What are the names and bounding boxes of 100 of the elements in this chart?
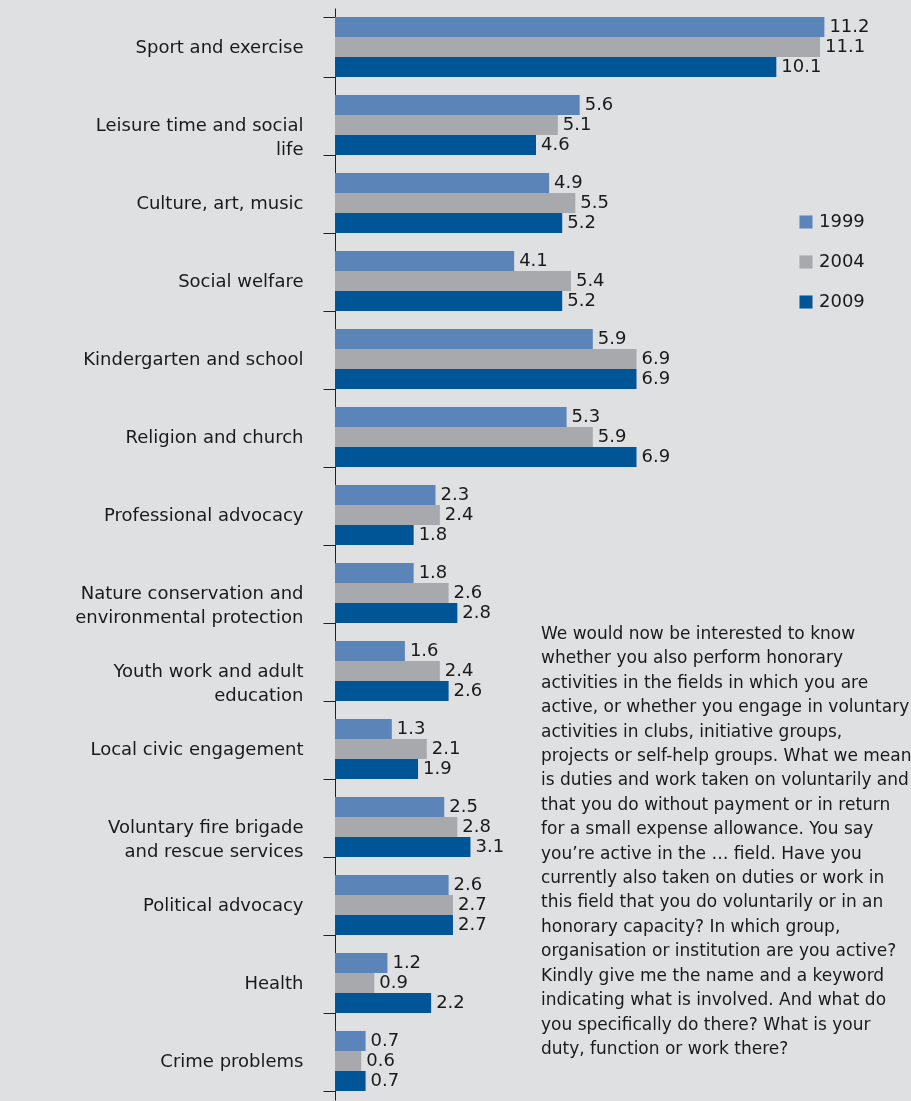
bar (335, 114, 558, 136)
data-label: 6.9 (641, 367, 671, 389)
bar (335, 660, 440, 682)
data-label: 1.6 (409, 638, 439, 660)
bar (335, 952, 388, 973)
bar (335, 525, 414, 546)
legend-label: 2009 (819, 290, 865, 311)
bar (335, 1071, 366, 1092)
bar (335, 738, 427, 760)
y-tick-label: Health (244, 971, 304, 993)
data-label: 2.7 (457, 913, 487, 935)
y-tick-label: Sport and exercise (135, 35, 304, 57)
data-label: 1.8 (418, 523, 448, 545)
data-label: 2.4 (444, 659, 474, 680)
bar (335, 369, 637, 390)
y-tick-label: Professional advocacy (104, 503, 304, 525)
bar (335, 837, 471, 858)
y-tick-label: Leisure time and social life (95, 113, 304, 159)
bar (335, 348, 637, 370)
data-label: 0.9 (379, 971, 408, 992)
data-label: 2.4 (444, 503, 474, 524)
bar (335, 484, 436, 505)
bar (335, 16, 825, 37)
bar (335, 993, 432, 1014)
data-label: 4.1 (519, 248, 548, 270)
bar (335, 640, 405, 661)
bar (335, 270, 571, 292)
bar (335, 759, 419, 780)
data-label: 11.2 (829, 14, 870, 36)
legend-label: 2004 (819, 250, 865, 271)
y-tick-label: Youth work and adult education (112, 659, 304, 705)
bar (335, 816, 458, 838)
data-label: 2.8 (462, 601, 491, 623)
data-label: 11.1 (825, 35, 866, 56)
y-tick-label: Nature conservation and environmental protection (75, 581, 304, 627)
bar (335, 874, 449, 895)
bar (335, 57, 777, 78)
bar (335, 94, 580, 115)
data-label: 4.6 (541, 133, 570, 155)
y-tick-label: Political advocacy (142, 893, 304, 915)
bar (335, 603, 458, 624)
legend-label: 1999 (819, 210, 865, 231)
bar (335, 172, 550, 193)
data-label: 2.1 (431, 737, 461, 758)
bar (335, 328, 593, 349)
bar (335, 291, 563, 312)
bar (335, 192, 576, 214)
data-label: 5.5 (580, 191, 609, 212)
data-label: 2.3 (440, 482, 470, 504)
data-label: 5.1 (562, 113, 592, 134)
bar (335, 796, 445, 817)
data-label: 2.8 (462, 815, 491, 836)
y-tick-label: Local civic engagement (90, 737, 304, 759)
bar (335, 447, 637, 468)
bar (335, 1030, 366, 1051)
data-label: 2.6 (453, 679, 483, 701)
data-label: 2.2 (436, 991, 465, 1013)
bar (335, 1050, 362, 1072)
data-label: 0.7 (370, 1028, 400, 1050)
bar (335, 213, 563, 234)
data-label: 5.9 (597, 326, 627, 348)
data-label: 3.1 (475, 835, 505, 857)
bar (335, 504, 440, 526)
data-label: 5.6 (584, 92, 614, 114)
data-label: 5.2 (567, 211, 596, 233)
bar (335, 250, 515, 271)
y-tick-label: Social welfare (178, 269, 304, 291)
data-label: 0.7 (370, 1069, 400, 1091)
y-tick-label: Religion and church (125, 425, 304, 447)
text: We would now be interested to know whether you also perform honorary activities in the fields in which you are active, or whether you engage in voluntary activities in clubs, initiative groups, projects or self-help groups. What we mean is duties and work taken on voluntarily and that you do without payment or in return for a small expense allowance. You say you’re active in the … field. Have you currently also taken on duties or work in this field that you do voluntarily or in an honorary capacity? In which group, organisation or institution are you active? Kindly give me the name and a keyword indicating what is involved. And what do you specifically do there? What is your duty, function or work there? (541, 623, 911, 1058)
bar (335, 406, 567, 427)
data-label: 1.2 (392, 950, 422, 972)
bar (335, 426, 593, 448)
data-label: 2.7 (457, 893, 487, 914)
data-label: 5.2 (567, 289, 596, 311)
data-label: 2.5 (449, 794, 478, 816)
data-label: 6.9 (641, 347, 671, 368)
data-label: 1.9 (423, 757, 452, 779)
bar (335, 894, 453, 916)
data-label: 1.3 (396, 716, 426, 738)
data-label: 5.9 (597, 425, 627, 446)
bar (335, 582, 449, 604)
bar (335, 915, 453, 936)
bar (335, 135, 536, 156)
data-label: 2.6 (453, 581, 483, 602)
data-label: 5.4 (575, 269, 605, 290)
data-label: 5.3 (571, 404, 601, 426)
y-tick-label: Crime problems (160, 1049, 304, 1071)
data-label: 1.8 (418, 560, 448, 582)
bar (335, 562, 414, 583)
bar (335, 36, 821, 58)
data-label: 2.6 (453, 872, 483, 894)
y-tick-label: Voluntary fire brigade and rescue services (107, 815, 304, 861)
bar (335, 681, 449, 702)
data-label: 4.9 (554, 170, 583, 192)
y-tick-label: Kindergarten and school (83, 347, 304, 369)
y-tick-label: Culture, art, music (136, 191, 304, 213)
bar (335, 718, 392, 739)
data-label: 0.6 (366, 1049, 395, 1070)
data-label: 10.1 (781, 55, 822, 77)
